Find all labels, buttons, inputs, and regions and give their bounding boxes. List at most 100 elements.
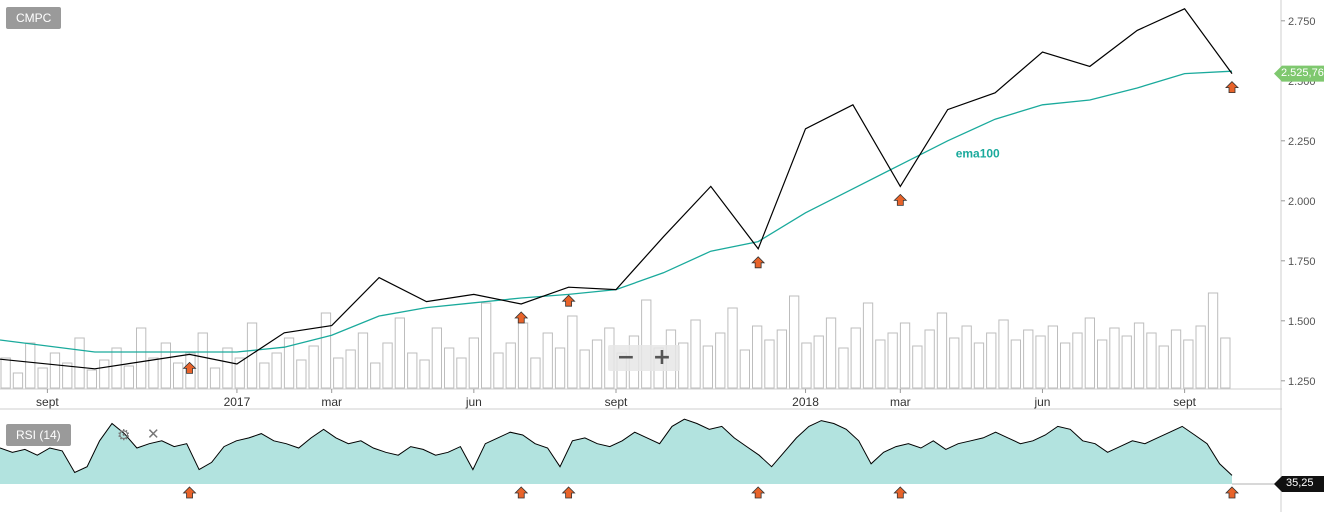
volume-bar [542,332,553,389]
volume-bar [862,302,874,389]
gear-icon[interactable]: ⚙ [117,426,131,444]
volume-bar [702,345,714,389]
volume-bar [715,332,726,389]
symbol-label[interactable]: CMPC [6,7,62,29]
volume-bar [481,302,492,389]
rsi-signal-arrow [893,486,908,499]
x-tick-label: mar [321,395,342,409]
last-rsi-badge: 35,25 [1286,477,1314,489]
volume-bar [160,342,171,389]
volume-bar [74,337,85,389]
volume-bar [12,372,24,389]
volume-bar [1207,292,1219,389]
volume-bar [222,347,233,389]
x-tick-label: jun [465,395,482,409]
volume-bar [813,335,824,389]
volume-bar [1023,329,1034,389]
zoom-in-button[interactable]: + [652,345,672,370]
x-tick-label: sept [36,395,59,409]
volume-bar [1220,337,1231,389]
y-tick-label: 1.750 [1288,256,1316,268]
volume-bar [825,317,837,389]
volume-bar [111,347,122,389]
volume-bar [924,329,935,389]
last-price-badge-shape [1274,65,1324,82]
volume-bar [209,367,221,389]
close-icon[interactable]: ✕ [147,425,160,443]
volume-bar [517,322,529,389]
y-tick-label: 1.500 [1288,316,1316,328]
volume-bar [850,327,861,389]
volume-bar [739,349,751,389]
volume-bar [345,349,356,389]
rsi-area [0,419,1232,484]
rsi-signal-arrow [1225,486,1239,499]
volume-bar [148,357,159,389]
volume-bar [690,319,701,389]
volume-bar [283,337,295,389]
volume-bar [382,342,393,389]
volume-bar [1047,325,1058,389]
buy-signal-arrow [1225,81,1239,93]
volume-bar [789,295,800,389]
buy-signal-arrow [514,311,529,324]
volume-bar [370,362,381,389]
x-tick-label: jun [1033,395,1050,409]
volume-bar [1084,317,1095,389]
rsi-signal-arrow [561,486,576,499]
volume-bar [49,352,61,389]
volume-bar [173,362,184,389]
rsi-label[interactable]: RSI (14) [6,424,71,446]
x-tick-label: 2017 [224,395,251,409]
volume-bar [394,317,406,389]
volume-bar [136,327,147,389]
volume-bar [444,347,455,389]
volume-bar [1195,325,1206,389]
y-tick-label: 2.000 [1288,196,1316,208]
volume-bar [1035,335,1046,389]
rsi-signal-arrow [514,486,529,499]
rsi-line [0,418,1233,476]
volume-bar [887,332,898,389]
rsi-signal-arrow [751,486,766,499]
volume-bar [1097,339,1108,389]
volume-bar [259,362,270,389]
volume-bar [493,352,504,389]
volume-bar [185,352,196,389]
volume-bar [246,322,258,389]
volume-bar [99,359,110,389]
volume-bar [123,365,134,389]
volume-bar [357,332,369,389]
price-line [0,8,1233,370]
volume-bar [1158,345,1169,389]
volume-bar [764,339,775,389]
volume-bar [456,357,467,389]
volume-bar [875,339,886,389]
volume-bar [37,367,48,389]
volume-bar [505,342,516,389]
volume-bar [468,337,480,389]
buy-signal-arrow [182,361,197,374]
volume-bar [986,332,997,389]
volume-bar [752,325,763,389]
volume-bar [973,342,985,389]
volume-bar [1072,332,1083,389]
y-tick-label: 2.250 [1288,136,1316,148]
volume-bar [949,337,960,389]
volume-bar [296,359,307,389]
volume-bar [579,349,590,389]
zoom-controls: − + [608,345,680,371]
volume-bar [1146,332,1157,389]
volume-bar [25,342,36,389]
volume-bar [1121,335,1132,389]
volume-bar [86,369,97,389]
volume-bar [776,329,788,389]
buy-signal-arrow [751,256,766,269]
last-rsi-badge-shape [1274,476,1324,492]
volume-bar [271,352,282,389]
last-price-badge: 2.525,76 [1281,66,1324,79]
volume-bar [998,319,1009,389]
zoom-out-button[interactable]: − [616,345,636,370]
x-tick-label: mar [890,395,911,409]
y-tick-label: 1.250 [1288,376,1316,388]
